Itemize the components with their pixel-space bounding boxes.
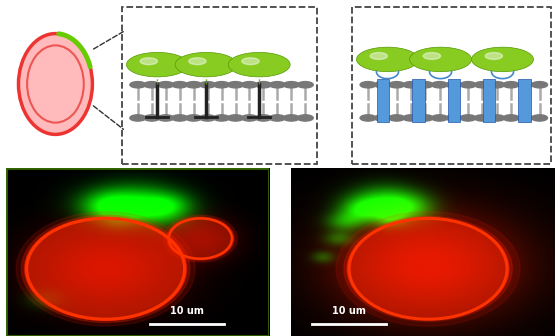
Bar (483, 79, 496, 122)
Circle shape (460, 82, 476, 88)
Circle shape (269, 82, 286, 88)
Circle shape (409, 47, 472, 72)
Circle shape (370, 52, 388, 59)
Ellipse shape (164, 215, 237, 262)
Bar (447, 79, 460, 122)
Circle shape (432, 115, 447, 121)
Circle shape (172, 82, 188, 88)
Circle shape (228, 52, 290, 77)
Circle shape (172, 115, 188, 121)
Circle shape (389, 82, 405, 88)
Circle shape (297, 115, 313, 121)
Circle shape (375, 82, 390, 88)
Circle shape (531, 82, 548, 88)
Circle shape (423, 52, 441, 59)
Circle shape (255, 82, 272, 88)
Circle shape (213, 115, 230, 121)
Circle shape (144, 82, 160, 88)
Circle shape (130, 82, 146, 88)
Circle shape (269, 115, 286, 121)
Circle shape (140, 58, 157, 65)
Circle shape (189, 58, 206, 65)
Circle shape (474, 115, 491, 121)
Circle shape (489, 115, 505, 121)
Circle shape (403, 82, 419, 88)
Circle shape (446, 115, 462, 121)
Circle shape (297, 82, 313, 88)
Bar (412, 79, 424, 122)
Circle shape (200, 115, 216, 121)
Circle shape (417, 115, 433, 121)
Circle shape (503, 115, 519, 121)
Circle shape (144, 115, 160, 121)
Ellipse shape (21, 215, 190, 323)
Text: 10 um: 10 um (332, 306, 366, 316)
Circle shape (158, 115, 174, 121)
Circle shape (460, 115, 476, 121)
Circle shape (18, 34, 92, 134)
Circle shape (489, 82, 505, 88)
Circle shape (472, 47, 534, 72)
Circle shape (186, 82, 202, 88)
Circle shape (241, 82, 258, 88)
Circle shape (474, 82, 491, 88)
Circle shape (130, 115, 146, 121)
Text: 10 um: 10 um (170, 306, 204, 316)
Circle shape (503, 82, 519, 88)
Circle shape (375, 115, 390, 121)
Circle shape (531, 115, 548, 121)
Circle shape (186, 115, 202, 121)
Circle shape (517, 82, 533, 88)
Circle shape (446, 82, 462, 88)
Circle shape (283, 115, 299, 121)
Circle shape (255, 115, 272, 121)
Ellipse shape (344, 216, 512, 321)
Circle shape (417, 82, 433, 88)
Ellipse shape (336, 211, 520, 326)
Bar (377, 79, 389, 122)
Circle shape (283, 82, 299, 88)
Ellipse shape (167, 217, 234, 260)
Circle shape (158, 82, 174, 88)
Ellipse shape (25, 217, 186, 321)
Circle shape (403, 115, 419, 121)
Ellipse shape (16, 212, 195, 326)
Circle shape (360, 82, 376, 88)
Circle shape (360, 115, 376, 121)
Circle shape (389, 115, 405, 121)
Circle shape (241, 115, 258, 121)
Circle shape (432, 82, 447, 88)
Circle shape (517, 115, 533, 121)
Bar (519, 79, 531, 122)
Circle shape (200, 82, 216, 88)
Circle shape (175, 52, 237, 77)
Circle shape (227, 82, 244, 88)
Circle shape (242, 58, 259, 65)
Circle shape (127, 52, 188, 77)
Ellipse shape (347, 218, 509, 319)
Circle shape (213, 82, 230, 88)
Circle shape (357, 47, 418, 72)
Circle shape (227, 115, 244, 121)
Circle shape (485, 52, 502, 59)
